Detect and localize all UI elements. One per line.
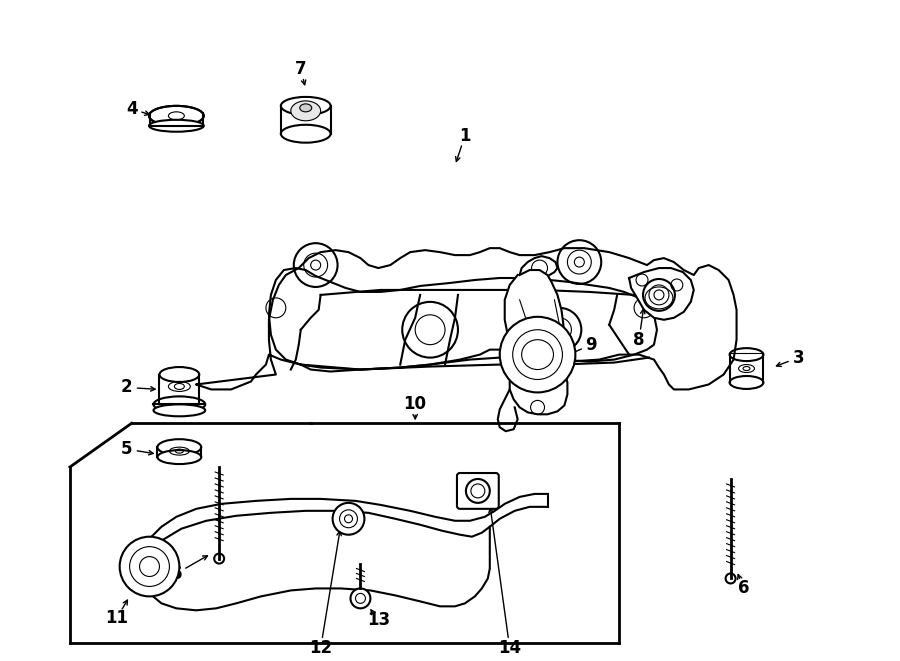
Text: 2: 2 <box>121 379 132 397</box>
Ellipse shape <box>158 450 202 464</box>
Ellipse shape <box>281 125 330 143</box>
Text: 6: 6 <box>738 580 750 598</box>
Ellipse shape <box>158 439 202 455</box>
FancyBboxPatch shape <box>457 473 499 509</box>
Text: 8: 8 <box>634 330 644 349</box>
Text: 6: 6 <box>171 564 182 582</box>
Circle shape <box>140 557 159 576</box>
Ellipse shape <box>154 405 205 416</box>
Polygon shape <box>629 268 694 320</box>
Ellipse shape <box>291 101 320 121</box>
Ellipse shape <box>149 120 203 132</box>
Circle shape <box>350 588 371 608</box>
Circle shape <box>339 510 357 527</box>
Circle shape <box>310 260 320 270</box>
Polygon shape <box>505 270 567 414</box>
Text: 12: 12 <box>309 639 332 657</box>
Circle shape <box>513 330 562 379</box>
Text: 9: 9 <box>586 336 597 354</box>
Circle shape <box>574 257 584 267</box>
Text: 11: 11 <box>105 609 128 627</box>
Circle shape <box>537 308 581 352</box>
Ellipse shape <box>300 104 311 112</box>
Circle shape <box>402 302 458 358</box>
Circle shape <box>466 479 490 503</box>
Ellipse shape <box>149 106 203 126</box>
Ellipse shape <box>730 348 763 361</box>
Ellipse shape <box>281 97 330 115</box>
Ellipse shape <box>159 367 199 382</box>
Text: 1: 1 <box>459 127 471 145</box>
Text: 13: 13 <box>367 611 390 629</box>
Text: 4: 4 <box>126 100 138 118</box>
Circle shape <box>333 503 364 535</box>
Text: 7: 7 <box>295 60 307 78</box>
Circle shape <box>643 279 675 311</box>
Circle shape <box>500 317 575 393</box>
Text: 14: 14 <box>498 639 521 657</box>
Ellipse shape <box>154 397 205 412</box>
Ellipse shape <box>159 397 199 412</box>
Text: 3: 3 <box>792 348 804 367</box>
Ellipse shape <box>730 376 763 389</box>
Text: 10: 10 <box>404 395 427 413</box>
Circle shape <box>120 537 179 596</box>
Text: 5: 5 <box>121 440 132 458</box>
